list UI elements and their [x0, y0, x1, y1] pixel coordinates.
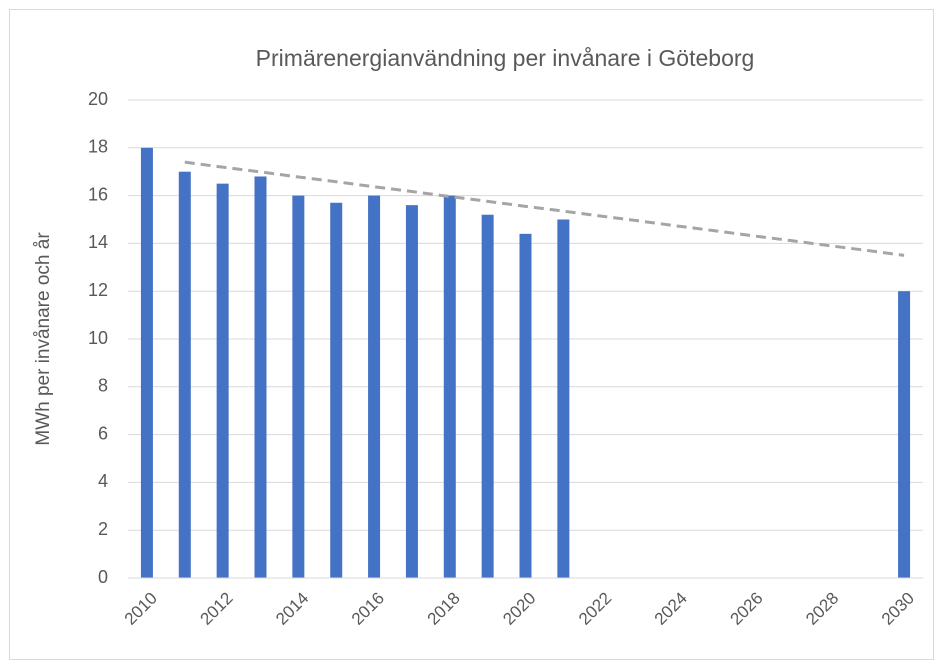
bar [898, 291, 911, 578]
y-tick-label: 6 [98, 423, 108, 443]
y-tick-label: 8 [98, 376, 108, 396]
y-axis-label: MWh per invånare och år [33, 232, 54, 446]
bar [519, 233, 532, 578]
bar [330, 202, 343, 578]
bar [368, 195, 381, 578]
bar [140, 147, 153, 579]
chart-border [9, 9, 934, 660]
y-tick-label: 14 [88, 232, 108, 252]
y-tick-label: 10 [88, 328, 108, 348]
y-tick-label: 12 [88, 280, 108, 300]
chart-title: Primärenergianvändning per invånare i Gö… [256, 45, 755, 71]
y-tick-label: 16 [88, 184, 108, 204]
bar [216, 183, 229, 578]
bar [405, 205, 418, 578]
bar [443, 195, 456, 578]
bar [481, 214, 494, 578]
bar [292, 195, 305, 578]
y-tick-label: 18 [88, 137, 108, 157]
bar [254, 176, 267, 579]
y-tick-label: 4 [98, 471, 108, 491]
trendline [184, 160, 905, 257]
y-tick-label: 2 [98, 519, 108, 539]
y-tick-label: 20 [88, 89, 108, 109]
bar [178, 171, 191, 578]
bar [557, 219, 570, 578]
y-tick-label: 0 [98, 567, 108, 587]
